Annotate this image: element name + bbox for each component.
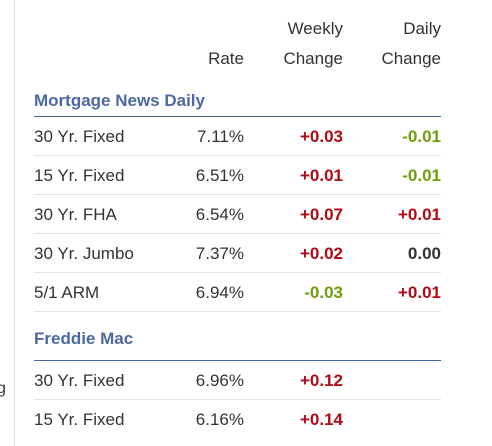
header-weekly-line1: Weekly (287, 19, 343, 38)
weekly-change-value: +0.01 (299, 166, 343, 185)
header-daily-line2: Change (381, 49, 441, 68)
weekly-change-value: +0.12 (299, 371, 343, 390)
weekly-change-value: +0.07 (299, 205, 343, 224)
section-title[interactable]: Mortgage News Daily (34, 78, 441, 117)
daily-change-value: 0.00 (407, 244, 441, 263)
rate-value: 7.37% (195, 244, 244, 263)
table-row[interactable]: 30 Yr. Fixed 7.11% +0.03 -0.01 (34, 117, 441, 156)
weekly-change-value: +0.14 (299, 410, 343, 429)
weekly-change-value: +0.03 (299, 127, 343, 146)
loan-type-label: 30 Yr. FHA (34, 205, 117, 224)
header-daily-line1: Daily (403, 19, 441, 38)
table-row[interactable]: 30 Yr. Jumbo 7.37% +0.02 0.00 (34, 234, 441, 273)
header-weekly-change: Weekly Change (254, 14, 343, 74)
loan-type-label: 30 Yr. Fixed (34, 127, 125, 146)
table-row[interactable]: 30 Yr. FHA 6.54% +0.07 +0.01 (34, 195, 441, 234)
daily-change-value: +0.01 (397, 283, 441, 302)
weekly-change-value: +0.02 (299, 244, 343, 263)
table-row[interactable]: 5/1 ARM 6.94% -0.03 +0.01 (34, 273, 441, 312)
rate-value: 6.16% (195, 410, 244, 429)
table-row[interactable]: 30 Yr. Fixed 6.96% +0.12 (34, 361, 441, 400)
table-header: Rate Weekly Change Daily Change (34, 14, 441, 78)
loan-type-label: 15 Yr. Fixed (34, 166, 125, 185)
cropped-text-fragment: g (0, 380, 6, 397)
rate-value: 6.94% (195, 283, 244, 302)
header-weekly-line2: Change (283, 49, 343, 68)
daily-change-value: -0.01 (402, 166, 441, 185)
rate-value: 6.96% (195, 371, 244, 390)
mortgage-rates-table: Rate Weekly Change Daily Change Mortgage… (34, 14, 441, 439)
rate-sections: Mortgage News Daily 30 Yr. Fixed 7.11% +0.0… (34, 78, 441, 439)
daily-change-value: -0.01 (402, 127, 441, 146)
loan-type-label: 30 Yr. Jumbo (34, 244, 134, 263)
rate-value: 6.54% (195, 205, 244, 224)
weekly-change-value: -0.03 (304, 283, 343, 302)
loan-type-label: 30 Yr. Fixed (34, 371, 125, 390)
loan-type-label: 15 Yr. Fixed (34, 410, 125, 429)
rate-value: 7.11% (197, 127, 244, 146)
table-row[interactable]: 15 Yr. Fixed 6.16% +0.14 (34, 400, 441, 439)
loan-type-label: 5/1 ARM (34, 283, 100, 302)
daily-change-value: +0.01 (397, 205, 441, 224)
left-divider (14, 0, 15, 446)
section-title[interactable]: Freddie Mac (34, 312, 441, 361)
header-rate-label: Rate (208, 49, 244, 68)
header-daily-change: Daily Change (352, 14, 441, 74)
rate-value: 6.51% (195, 166, 244, 185)
header-rate: Rate (154, 44, 244, 74)
table-row[interactable]: 15 Yr. Fixed 6.51% +0.01 -0.01 (34, 156, 441, 195)
